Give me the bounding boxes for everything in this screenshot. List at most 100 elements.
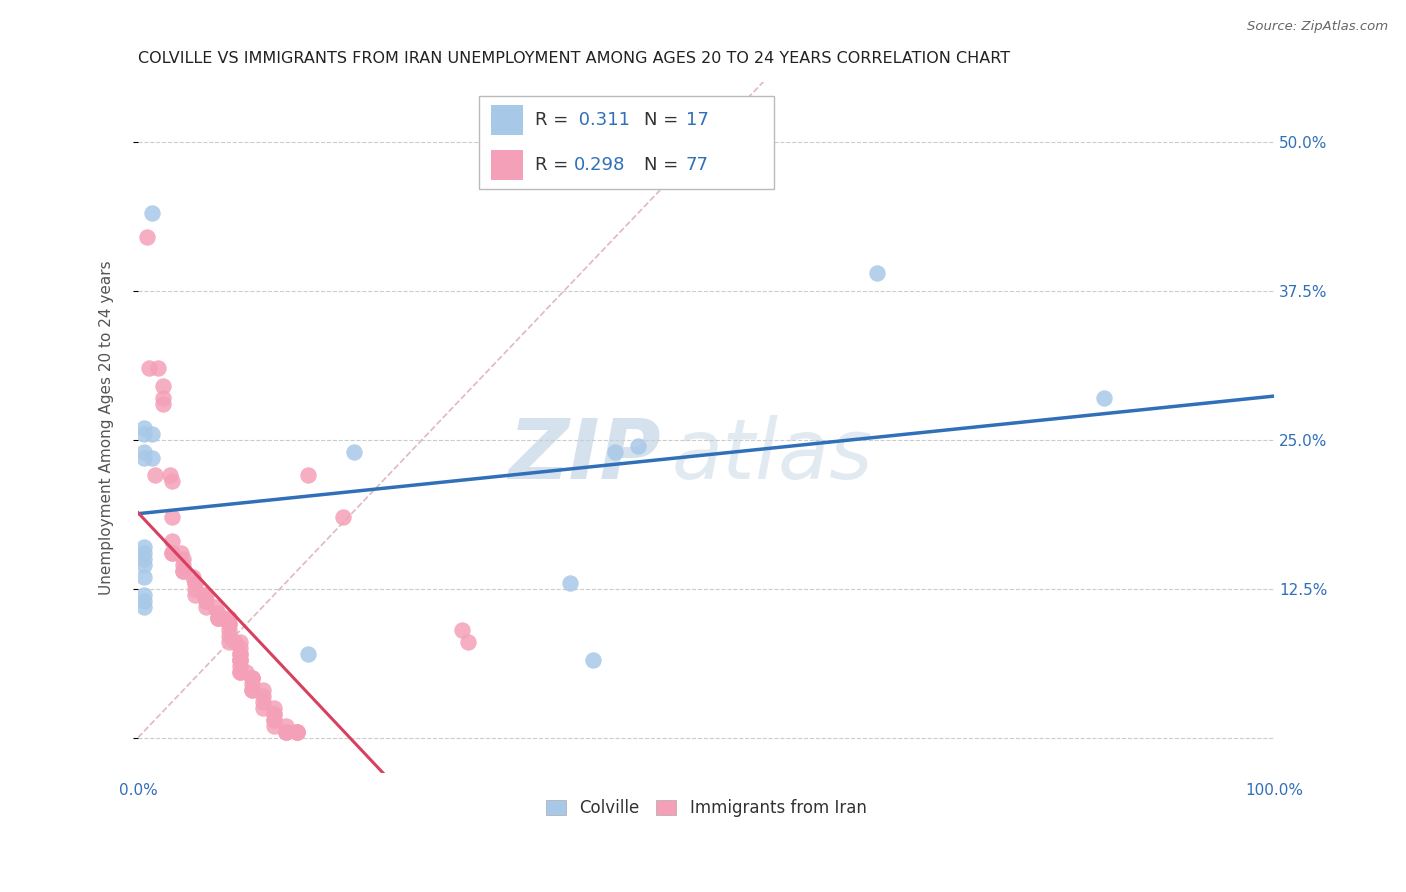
Point: [195, 593, 218, 607]
Point: [274, 719, 297, 733]
Point: [297, 468, 319, 483]
Point: [252, 689, 274, 703]
Point: [141, 426, 163, 441]
Point: [170, 546, 193, 560]
Point: [172, 552, 194, 566]
Point: [252, 683, 274, 698]
Point: [193, 588, 215, 602]
Point: [252, 695, 274, 709]
Point: [160, 475, 183, 489]
Point: [218, 635, 240, 649]
Point: [184, 588, 207, 602]
Point: [152, 379, 174, 393]
Point: [172, 564, 194, 578]
Point: [195, 588, 218, 602]
Point: [132, 546, 155, 560]
Point: [132, 450, 155, 465]
Point: [240, 671, 263, 685]
Point: [263, 719, 285, 733]
Point: [132, 540, 155, 554]
Point: [252, 701, 274, 715]
Point: [285, 724, 308, 739]
Point: [152, 391, 174, 405]
Text: atlas: atlas: [672, 415, 873, 496]
Point: [581, 653, 603, 667]
Text: ZIP: ZIP: [508, 415, 661, 496]
Point: [207, 611, 229, 625]
Point: [218, 629, 240, 643]
Point: [240, 671, 263, 685]
Point: [159, 468, 181, 483]
Point: [172, 564, 194, 578]
Point: [195, 599, 218, 614]
Point: [229, 665, 252, 679]
Point: [207, 606, 229, 620]
Point: [218, 624, 240, 638]
Point: [332, 510, 354, 524]
Point: [274, 724, 297, 739]
Point: [229, 647, 252, 661]
Point: [132, 593, 155, 607]
Point: [229, 665, 252, 679]
Point: [218, 617, 240, 632]
Point: [132, 552, 155, 566]
Point: [132, 599, 155, 614]
Point: [207, 611, 229, 625]
Point: [263, 713, 285, 727]
Point: [229, 641, 252, 656]
Point: [297, 647, 319, 661]
Point: [143, 468, 166, 483]
Point: [172, 558, 194, 572]
Point: [558, 575, 581, 590]
Point: [263, 713, 285, 727]
Point: [240, 683, 263, 698]
Point: [605, 444, 627, 458]
Legend: Colville, Immigrants from Iran: Colville, Immigrants from Iran: [540, 792, 873, 824]
Point: [229, 653, 252, 667]
Point: [229, 659, 252, 673]
Point: [136, 230, 159, 244]
Point: [148, 361, 170, 376]
Text: COLVILLE VS IMMIGRANTS FROM IRAN UNEMPLOYMENT AMONG AGES 20 TO 24 YEARS CORRELAT: COLVILLE VS IMMIGRANTS FROM IRAN UNEMPLO…: [138, 51, 1010, 66]
Point: [181, 570, 204, 584]
Point: [457, 635, 479, 649]
Point: [138, 361, 160, 376]
Point: [240, 671, 263, 685]
Point: [207, 611, 229, 625]
Point: [160, 534, 183, 549]
Point: [132, 570, 155, 584]
Point: [263, 701, 285, 715]
Point: [274, 724, 297, 739]
Point: [229, 635, 252, 649]
Text: Source: ZipAtlas.com: Source: ZipAtlas.com: [1247, 20, 1388, 33]
Point: [285, 724, 308, 739]
Point: [1092, 391, 1115, 405]
Point: [160, 546, 183, 560]
Point: [160, 510, 183, 524]
Point: [224, 635, 246, 649]
Point: [865, 266, 887, 280]
Point: [229, 647, 252, 661]
Point: [132, 444, 155, 458]
Point: [218, 617, 240, 632]
Point: [132, 588, 155, 602]
Point: [141, 450, 163, 465]
Point: [132, 558, 155, 572]
Point: [450, 624, 472, 638]
Point: [263, 706, 285, 721]
Y-axis label: Unemployment Among Ages 20 to 24 years: Unemployment Among Ages 20 to 24 years: [100, 260, 114, 595]
Point: [263, 706, 285, 721]
Point: [240, 683, 263, 698]
Point: [285, 724, 308, 739]
Point: [132, 421, 155, 435]
Point: [132, 426, 155, 441]
Point: [274, 724, 297, 739]
Point: [184, 575, 207, 590]
Point: [229, 653, 252, 667]
Point: [343, 444, 366, 458]
Point: [218, 611, 240, 625]
Point: [627, 439, 650, 453]
Point: [184, 582, 207, 596]
Point: [184, 575, 207, 590]
Point: [212, 611, 235, 625]
